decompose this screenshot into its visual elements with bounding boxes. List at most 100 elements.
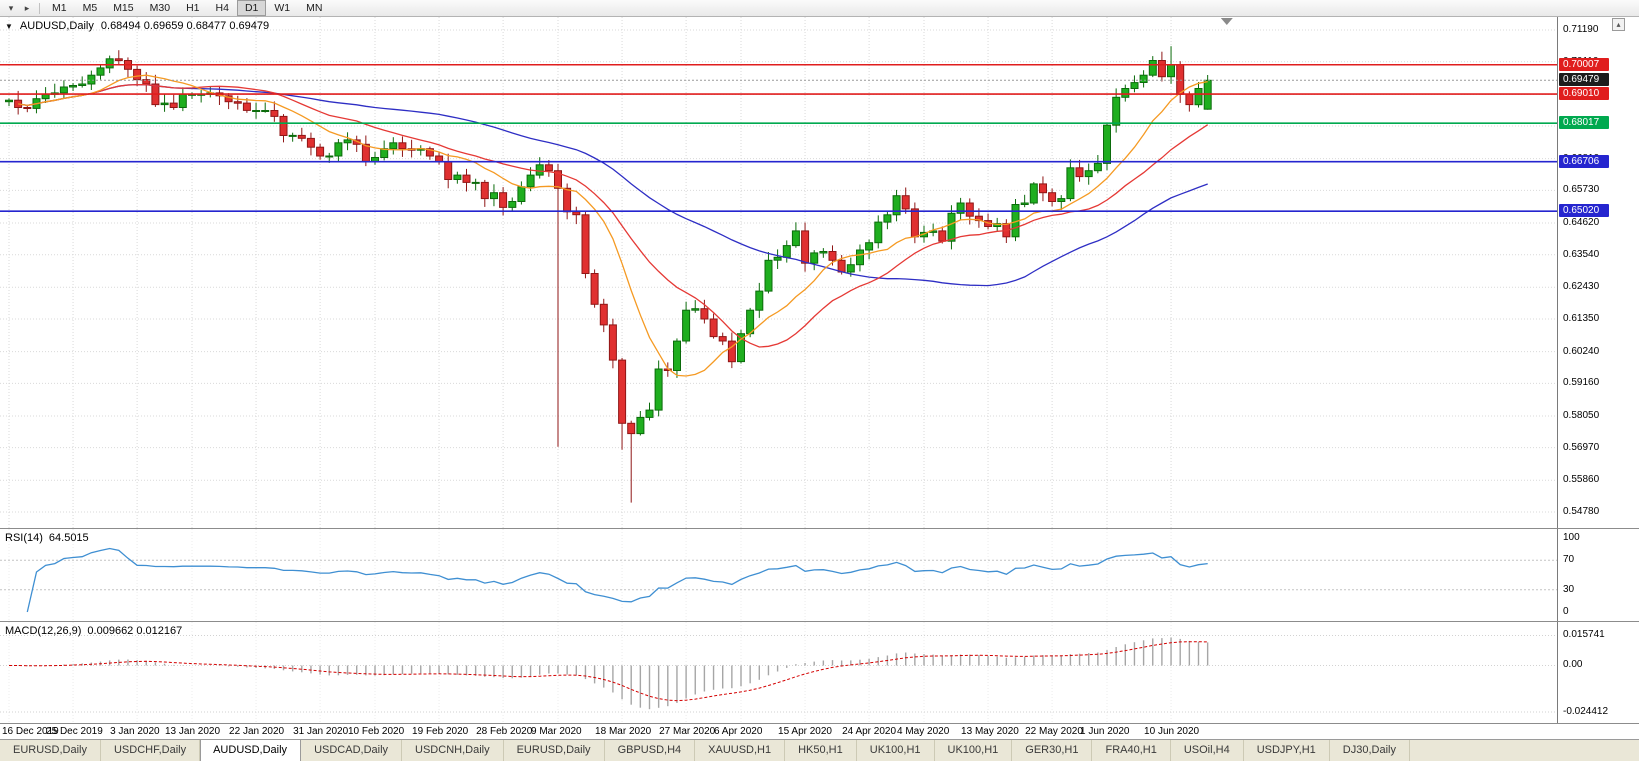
date-label: 1 Jun 2020 — [1080, 726, 1130, 737]
symbol-tab-audusd-daily[interactable]: AUDUSD,Daily — [200, 740, 302, 761]
macd-name: MACD(12,26,9) — [5, 625, 82, 637]
date-label: 9 Mar 2020 — [531, 726, 582, 737]
macd-axis[interactable]: 0.015741 0.00 -0.024412 — [1557, 622, 1639, 723]
price-axis[interactable]: ▴ 0.711900.701100.690000.679200.668100.6… — [1557, 17, 1639, 528]
price-badge-065020: 0.65020 — [1559, 204, 1609, 218]
price-axis-label: 0.55860 — [1563, 474, 1600, 486]
chart-symbol-label: AUDUSD,Daily — [19, 20, 94, 32]
date-label: 18 Mar 2020 — [595, 726, 652, 737]
date-label: 28 Feb 2020 — [476, 726, 533, 737]
symbol-tab-eurusd-daily[interactable]: EURUSD,Daily — [504, 740, 605, 761]
date-label: 24 Apr 2020 — [842, 726, 897, 737]
macd-canvas[interactable] — [0, 622, 1557, 723]
symbol-tab-usdchf-daily[interactable]: USDCHF,Daily — [101, 740, 201, 761]
rsi-canvas[interactable] — [0, 529, 1557, 621]
timeframe-buttons: M1 M5 M15 M30 H1 H4 D1 W1 MN — [44, 0, 330, 16]
date-label: 25 Dec 2019 — [46, 726, 103, 737]
timeframe-button-mn[interactable]: MN — [306, 2, 323, 14]
main-chart-panel: ▼ AUDUSD,Daily 0.68494 0.69659 0.68477 0… — [0, 17, 1639, 528]
date-label: 10 Jun 2020 — [1144, 726, 1200, 737]
date-label: 3 Jan 2020 — [110, 726, 160, 737]
macd-plot[interactable]: MACD(12,26,9) 0.009662 0.012167 — [0, 622, 1557, 723]
symbol-tab-xauusd-h1[interactable]: XAUUSD,H1 — [695, 740, 786, 761]
current-price-badge: 0.69479 — [1559, 73, 1609, 87]
price-badge-068017: 0.68017 — [1559, 116, 1609, 130]
timeframe-button-h1[interactable]: H1 — [186, 2, 200, 14]
chart-shift-icon[interactable]: ▸ — [24, 3, 30, 13]
price-axis-label: 0.61350 — [1563, 313, 1600, 325]
timeframe-toolbar: ▾ ▸ M1 M5 M15 M30 H1 H4 D1 W1 MN — [0, 0, 1639, 17]
price-axis-label: 0.59160 — [1563, 377, 1600, 389]
rsi-indicator-label: RSI(14) 64.5015 — [5, 532, 95, 544]
macd-axis-label: 0.015741 — [1563, 629, 1605, 641]
one-click-trading-icon[interactable]: ▼ — [5, 21, 13, 31]
price-badge-069010: 0.69010 — [1559, 87, 1609, 101]
date-label: 6 Apr 2020 — [714, 726, 763, 737]
rsi-panel: RSI(14) 64.5015 100 70 30 0 — [0, 528, 1639, 621]
macd-panel: MACD(12,26,9) 0.009662 0.012167 0.015741 0… — [0, 621, 1639, 723]
symbol-tab-gbpusd-h4[interactable]: GBPUSD,H4 — [605, 740, 696, 761]
timeframe-button-m30[interactable]: M30 — [149, 2, 171, 14]
symbol-tab-ger30-h1[interactable]: GER30,H1 — [1012, 740, 1093, 761]
date-axis[interactable]: 16 Dec 2019 25 Dec 2019 3 Jan 2020 13 Jan 2… — [0, 723, 1639, 739]
date-label: 19 Feb 2020 — [412, 726, 469, 737]
toolbar-separator — [39, 2, 40, 14]
symbol-tab-uk100-h1[interactable]: UK100,H1 — [857, 740, 935, 761]
price-axis-label: 0.62430 — [1563, 281, 1600, 293]
price-badge-066706: 0.66706 — [1559, 154, 1609, 168]
price-axis-label: 0.54780 — [1563, 506, 1600, 517]
date-label: 16 Dec 2019 — [2, 726, 59, 737]
rsi-axis-label: 70 — [1563, 554, 1575, 566]
symbol-tab-hk50-h1[interactable]: HK50,H1 — [785, 740, 857, 761]
rsi-axis-label: 30 — [1563, 583, 1575, 595]
chart-menu-icon[interactable]: ▾ — [8, 3, 14, 13]
timeframe-button-m1[interactable]: M1 — [52, 2, 67, 14]
date-label: 15 Apr 2020 — [778, 726, 832, 737]
price-axis-label: 0.65730 — [1563, 184, 1600, 196]
timeframe-button-h4[interactable]: H4 — [215, 2, 229, 14]
date-label: 13 May 2020 — [961, 726, 1019, 737]
timeframe-button-d1[interactable]: D1 — [236, 0, 267, 16]
symbol-tab-uk100-h1[interactable]: UK100,H1 — [935, 740, 1013, 761]
symbol-tab-bar: EURUSD,Daily USDCHF,Daily AUDUSD,Daily USDC… — [0, 739, 1639, 761]
macd-indicator-label: MACD(12,26,9) 0.009662 0.012167 — [5, 625, 188, 637]
symbol-tab-fra40-h1[interactable]: FRA40,H1 — [1092, 740, 1171, 761]
date-label: 10 Feb 2020 — [348, 726, 405, 737]
macd-axis-label: -0.024412 — [1563, 706, 1609, 718]
symbol-tab-usoil-h4[interactable]: USOil,H4 — [1171, 740, 1244, 761]
rsi-current-value: 64.5015 — [48, 532, 89, 544]
date-label: 13 Jan 2020 — [165, 726, 221, 737]
price-badge-070007: 0.70007 — [1559, 57, 1609, 71]
date-label: 4 May 2020 — [897, 726, 950, 737]
date-label: 27 Mar 2020 — [659, 726, 716, 737]
symbol-tab-usdjpy-h1[interactable]: USDJPY,H1 — [1244, 740, 1330, 761]
date-label: 22 Jan 2020 — [229, 726, 285, 737]
symbol-tab-usdcnh-daily[interactable]: USDCNH,Daily — [402, 740, 504, 761]
symbol-tab-usdcad-daily[interactable]: USDCAD,Daily — [301, 740, 403, 761]
price-axis-label: 0.56970 — [1563, 441, 1600, 453]
rsi-axis[interactable]: 100 70 30 0 — [1557, 529, 1639, 621]
main-chart-plot[interactable]: ▼ AUDUSD,Daily 0.68494 0.69659 0.68477 0… — [0, 17, 1557, 528]
symbol-tab-dj30-daily[interactable]: DJ30,Daily — [1330, 740, 1410, 761]
date-label: 31 Jan 2020 — [293, 726, 349, 737]
chart-title: ▼ AUDUSD,Daily 0.68494 0.69659 0.68477 0… — [5, 20, 269, 32]
chart-ohlc-values: 0.68494 0.69659 0.68477 0.69479 — [100, 20, 270, 32]
scroll-up-button[interactable]: ▴ — [1612, 18, 1625, 31]
price-axis-label: 0.63540 — [1563, 248, 1600, 260]
timeframe-button-w1[interactable]: W1 — [274, 2, 291, 14]
timeframe-button-m15[interactable]: M15 — [113, 2, 134, 14]
macd-current-values: 0.009662 0.012167 — [87, 625, 183, 637]
rsi-axis-label: 100 — [1563, 532, 1580, 543]
rsi-plot[interactable]: RSI(14) 64.5015 — [0, 529, 1557, 621]
rsi-axis-label: 0 — [1563, 606, 1569, 617]
macd-axis-label: 0.00 — [1563, 659, 1583, 671]
symbol-tab-eurusd-daily[interactable]: EURUSD,Daily — [0, 740, 101, 761]
timeframe-button-m5[interactable]: M5 — [82, 2, 98, 14]
rsi-name: RSI(14) — [5, 532, 43, 544]
price-axis-label: 0.60240 — [1563, 345, 1600, 357]
price-axis-label: 0.64620 — [1563, 216, 1600, 228]
date-label: 22 May 2020 — [1025, 726, 1083, 737]
price-axis-label: 0.71190 — [1563, 24, 1599, 35]
main-chart-canvas[interactable] — [0, 17, 1557, 528]
